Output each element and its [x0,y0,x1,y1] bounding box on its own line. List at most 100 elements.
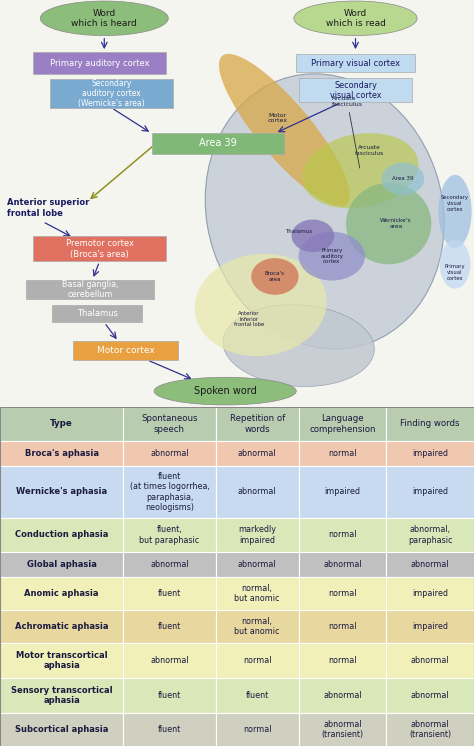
Text: Broca's aphasia: Broca's aphasia [25,449,99,458]
Bar [123,643,216,678]
Text: abnormal: abnormal [150,560,189,569]
Text: Anomic aphasia: Anomic aphasia [24,589,99,598]
Text: Arcuate
fasciculus: Arcuate fasciculus [332,96,363,168]
FancyBboxPatch shape [152,133,284,154]
Bar [386,643,474,678]
Bar [0,643,123,678]
Bar [299,466,386,518]
Text: abnormal: abnormal [411,560,449,569]
Bar [123,552,216,577]
Ellipse shape [294,1,417,36]
Text: Secondary
visual cortex: Secondary visual cortex [330,81,381,100]
Text: abnormal: abnormal [323,691,362,700]
FancyBboxPatch shape [296,54,415,72]
Bar [123,442,216,466]
Text: impaired: impaired [412,622,448,631]
Ellipse shape [223,304,374,386]
Text: Motor
cortex: Motor cortex [267,113,287,123]
Bar [0,466,123,518]
Text: abnormal: abnormal [150,449,189,458]
Ellipse shape [439,240,471,289]
Bar [216,552,299,577]
Text: abnormal,
paraphasic: abnormal, paraphasic [408,525,452,545]
Text: Primary auditory cortex: Primary auditory cortex [50,58,149,68]
Bar [0,442,123,466]
Ellipse shape [40,1,168,36]
FancyBboxPatch shape [33,51,166,74]
Bar [386,713,474,746]
Bar [386,518,474,552]
Bar [123,610,216,643]
Bar [216,577,299,610]
Text: Wernicke's
area: Wernicke's area [380,219,411,229]
Text: normal: normal [328,530,357,539]
Text: Repetition of
words: Repetition of words [229,414,285,433]
Text: normal,
but anomic: normal, but anomic [235,584,280,604]
Bar [299,678,386,713]
Bar [123,407,216,442]
Text: normal,
but anomic: normal, but anomic [235,617,280,636]
Text: fluent,
but paraphasic: fluent, but paraphasic [139,525,200,545]
Text: Finding words: Finding words [401,419,460,428]
Text: Area 39: Area 39 [392,176,414,181]
Ellipse shape [299,232,365,280]
Bar [0,518,123,552]
Text: abnormal: abnormal [323,560,362,569]
Text: Achromatic aphasia: Achromatic aphasia [15,622,109,631]
Text: markedly
impaired: markedly impaired [238,525,276,545]
Text: fluent: fluent [158,589,181,598]
Bar [299,442,386,466]
Text: Primary
auditory
cortex: Primary auditory cortex [320,248,343,264]
Text: Broca's
area: Broca's area [265,271,285,282]
Ellipse shape [302,133,419,208]
Ellipse shape [438,175,472,248]
Bar [0,407,123,442]
Bar [386,466,474,518]
Bar [386,577,474,610]
Text: Thalamus: Thalamus [285,229,312,234]
Text: normal: normal [328,656,357,665]
Text: impaired: impaired [412,589,448,598]
Text: Conduction aphasia: Conduction aphasia [15,530,108,539]
Text: Area 39: Area 39 [199,138,237,148]
Text: Motor transcortical
aphasia: Motor transcortical aphasia [16,651,108,671]
Ellipse shape [292,219,334,252]
FancyBboxPatch shape [33,236,166,261]
Text: fluent: fluent [158,691,181,700]
Bar [123,577,216,610]
Text: Primary visual cortex: Primary visual cortex [311,58,400,68]
Bar [299,407,386,442]
Text: abnormal: abnormal [150,656,189,665]
Bar [299,518,386,552]
Text: Word
which is read: Word which is read [326,9,385,28]
Text: abnormal: abnormal [411,656,449,665]
Text: Secondary
visual
cortex: Secondary visual cortex [441,195,469,212]
Text: Thalamus: Thalamus [77,310,118,319]
FancyBboxPatch shape [26,280,154,299]
Text: Arcuate
fasciculus: Arcuate fasciculus [355,145,384,156]
Text: Spontaneous
speech: Spontaneous speech [141,414,198,433]
Ellipse shape [154,377,296,405]
Bar [216,407,299,442]
FancyBboxPatch shape [50,79,173,107]
Text: abnormal: abnormal [238,487,276,496]
Text: Global aphasia: Global aphasia [27,560,97,569]
Text: abnormal: abnormal [238,449,276,458]
Bar [0,610,123,643]
Bar [386,610,474,643]
Bar [123,518,216,552]
Bar [123,466,216,518]
Text: Language
comprehension: Language comprehension [309,414,376,433]
Text: abnormal
(transient): abnormal (transient) [321,720,364,739]
Bar [386,442,474,466]
Text: fluent: fluent [246,691,269,700]
Text: abnormal: abnormal [238,560,276,569]
Bar [123,678,216,713]
Text: fluent: fluent [158,725,181,734]
Bar [123,713,216,746]
Bar [0,552,123,577]
Text: Premotor cortex
(Broca's area): Premotor cortex (Broca's area) [65,239,134,259]
Bar [299,552,386,577]
Bar [386,678,474,713]
Text: Secondary
auditory cortex
(Wernicke's area): Secondary auditory cortex (Wernicke's ar… [78,78,145,108]
